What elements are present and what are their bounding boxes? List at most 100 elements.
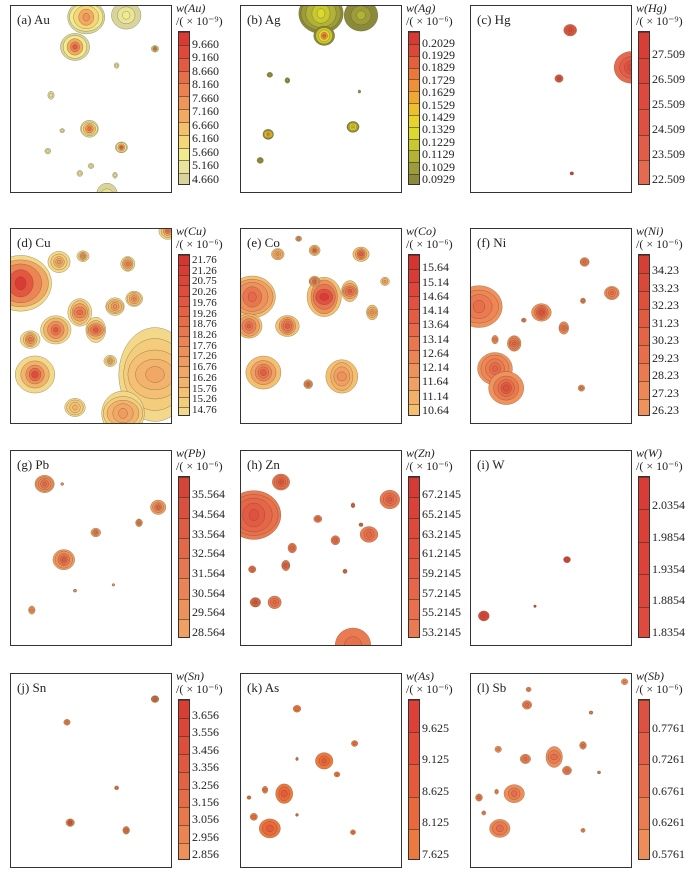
contour-level xyxy=(94,530,98,535)
colorbar-segment xyxy=(179,477,189,498)
contour-level xyxy=(112,304,118,309)
anomaly xyxy=(122,826,130,835)
colorbar-segment xyxy=(179,160,189,174)
anomaly xyxy=(588,710,594,715)
colorbar-segment xyxy=(639,309,649,328)
colorbar-segment xyxy=(409,138,419,151)
contour-level xyxy=(60,482,64,486)
colorbar-segment xyxy=(179,598,189,620)
anomaly xyxy=(351,740,359,747)
colorbar-tick-label: 17.26 xyxy=(192,350,217,363)
colorbar-segment xyxy=(639,345,649,364)
anomaly xyxy=(111,583,115,587)
anomaly xyxy=(298,6,344,34)
anomaly xyxy=(341,280,359,302)
colorbar-title: w(Cu)/( × 10⁻⁶) xyxy=(176,225,223,251)
map-frame: (a) Au xyxy=(10,5,172,193)
contour-map xyxy=(28,475,167,615)
anomaly xyxy=(111,6,142,30)
contour-level xyxy=(336,371,347,382)
contour-level xyxy=(627,63,631,72)
anomaly xyxy=(308,275,321,287)
contour-level xyxy=(351,503,355,507)
colorbar-segment xyxy=(179,315,189,327)
colorbar-title: w(Au)/( × 10⁻⁹) xyxy=(176,2,223,28)
anomaly xyxy=(112,171,118,179)
colorbar-unit: /( × 10⁻⁶) xyxy=(176,237,223,251)
colorbar-tick-label: 65.2145 xyxy=(422,506,461,521)
anomaly xyxy=(271,248,285,261)
contour-level xyxy=(132,297,136,301)
colorbar-tick-label: 10.64 xyxy=(422,403,449,417)
anomaly xyxy=(135,518,143,527)
colorbar-segment xyxy=(179,96,189,110)
contour-level xyxy=(166,229,170,233)
anomaly xyxy=(125,290,143,307)
panel-label: (i) W xyxy=(477,457,505,472)
anomaly xyxy=(478,610,490,622)
anomaly xyxy=(52,549,75,570)
anomaly xyxy=(248,565,257,574)
contour-level xyxy=(56,259,62,265)
colorbar-tick-label: 28.23 xyxy=(652,368,679,383)
anomaly xyxy=(295,756,299,761)
anomaly xyxy=(47,91,55,100)
colorbar-tick-label: 0.6761 xyxy=(652,783,685,798)
anomaly xyxy=(313,515,323,523)
contour-map xyxy=(241,473,400,645)
anomaly xyxy=(366,304,379,321)
colorbar-segment xyxy=(639,83,649,110)
colorbar-segment xyxy=(639,764,649,798)
colorbar-segment xyxy=(409,309,419,323)
colorbar-segment xyxy=(179,147,189,161)
anomaly xyxy=(76,170,83,177)
colorbar-segment xyxy=(179,83,189,97)
colorbar-tick-label: 9.125 xyxy=(422,752,449,767)
anomaly xyxy=(494,788,499,795)
colorbar-tick-label: 4.660 xyxy=(192,172,219,186)
anomaly xyxy=(67,298,93,327)
colorbar-tick-label: 18.76 xyxy=(192,318,217,331)
anomaly xyxy=(471,285,503,328)
colorbar-segment xyxy=(179,275,189,286)
anomaly xyxy=(241,313,263,339)
colorbar-title: w(Hg)/( × 10⁻⁹) xyxy=(636,2,683,28)
contour-level xyxy=(295,757,299,761)
colorbar-segment xyxy=(409,32,419,45)
contour-level xyxy=(247,796,251,799)
contour-level xyxy=(48,93,54,98)
anomaly xyxy=(64,398,86,417)
colorbar-segment xyxy=(179,255,189,266)
colorbar-tick-label: 6.160 xyxy=(192,131,219,146)
colorbar-segment xyxy=(639,541,649,575)
contour-level xyxy=(357,90,361,93)
panel-label: (e) Co xyxy=(247,235,280,250)
contour-level xyxy=(53,327,59,333)
colorbar-segment xyxy=(179,376,189,388)
colorbar-segment xyxy=(179,44,189,59)
colorbar-segment xyxy=(639,796,649,830)
colorbar-segment xyxy=(639,477,649,510)
contour-level xyxy=(272,600,277,605)
anomaly xyxy=(150,45,160,53)
anomaly xyxy=(60,33,90,61)
colorbar-tick-label: 53.2145 xyxy=(422,625,461,639)
colorbar-variable: w(Ag) xyxy=(406,1,436,15)
colorbar-variable: w(Au) xyxy=(176,1,206,15)
contour-level xyxy=(113,173,117,177)
anomaly xyxy=(60,482,64,486)
colorbar-tick-label: 15.26 xyxy=(192,393,217,406)
colorbar-tick-label: 5.160 xyxy=(192,158,219,173)
colorbar-tick-label: 16.76 xyxy=(192,361,217,374)
colorbar-tick-label: 7.660 xyxy=(192,90,219,105)
contour-level xyxy=(522,318,526,322)
anomaly xyxy=(262,128,274,140)
colorbar xyxy=(638,31,650,185)
colorbar xyxy=(178,254,190,416)
anomaly xyxy=(313,25,335,46)
contour-map xyxy=(246,705,359,839)
colorbar-tick-label: 25.509 xyxy=(652,97,685,112)
colorbar-segment xyxy=(409,295,419,310)
anomaly xyxy=(580,827,586,833)
colorbar-segment xyxy=(409,598,419,620)
